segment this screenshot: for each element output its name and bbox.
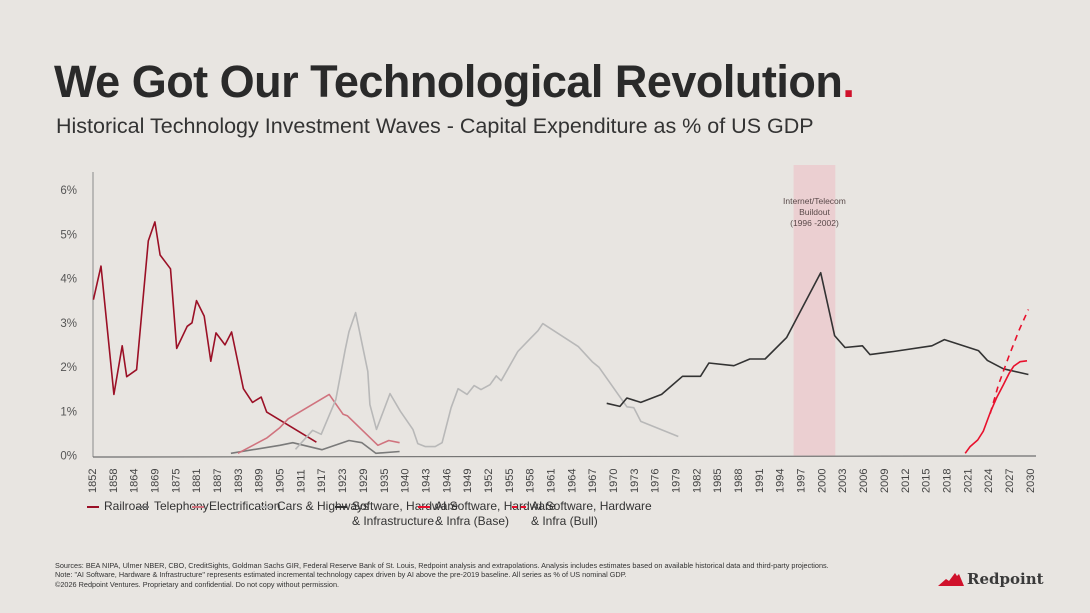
legend-label: Railroad	[104, 499, 149, 513]
x-tick-label: 1935	[379, 469, 391, 493]
y-tick-label: 5%	[60, 229, 77, 241]
legend-label: Electrification	[209, 499, 281, 513]
y-tick-label: 4%	[60, 274, 77, 286]
y-tick-label: 2%	[60, 362, 77, 374]
annotation-label: Internet/Telecom	[783, 196, 846, 206]
legend-item: Telephony	[137, 499, 209, 514]
legend-item: AI Software, Hardware & Infra (Bull)	[512, 499, 652, 529]
footer-sources: Sources: BEA NIPA, Ulmer NBER, CBO, Cred…	[55, 561, 829, 570]
legend-label: Telephony	[154, 499, 209, 513]
x-tick-label: 2021	[962, 469, 974, 493]
x-tick-label: 1943	[420, 469, 432, 493]
legend-swatch	[512, 506, 526, 508]
legend-label: AI Software, Hardware & Infra (Bull)	[531, 499, 652, 528]
page-title: We Got Our Technological Revolution.	[54, 56, 855, 108]
x-tick-label: 2027	[1004, 469, 1016, 493]
footer: Sources: BEA NIPA, Ulmer NBER, CBO, Cred…	[55, 561, 829, 589]
series-line-software-hardware-infrastructure	[606, 271, 1029, 408]
x-tick-label: 1881	[191, 469, 203, 493]
x-tick-label: 1982	[691, 469, 703, 493]
chart-legend: Railroad Telephony Electrification Cars & H…	[0, 499, 1090, 539]
legend-item: AI Software, Hardware & Infra (Base)	[418, 499, 556, 529]
x-tick-label: 1988	[733, 469, 745, 493]
legend-swatch	[418, 506, 430, 508]
x-tick-label: 1929	[358, 469, 370, 493]
x-tick-label: 1970	[608, 469, 620, 493]
x-tick-label: 1852	[87, 469, 99, 493]
x-tick-label: 2018	[941, 469, 953, 493]
x-tick-label: 1858	[108, 469, 120, 493]
legend-swatch	[335, 506, 347, 508]
redpoint-logo: Redpoint	[938, 570, 1044, 588]
y-tick-label: 6%	[60, 185, 77, 197]
x-tick-label: 1973	[629, 469, 641, 493]
legend-label: AI Software, Hardware & Infra (Base)	[435, 499, 556, 528]
x-tick-label: 1952	[483, 469, 495, 493]
x-tick-label: 1899	[254, 469, 266, 493]
x-tick-label: 1949	[462, 469, 474, 493]
x-tick-label: 1905	[275, 469, 287, 493]
mountain-icon	[938, 573, 964, 586]
x-tick-label: 2024	[983, 469, 995, 493]
series-line-cars-highways	[294, 311, 679, 450]
x-tick-label: 1940	[400, 469, 412, 493]
legend-swatch	[137, 506, 149, 508]
x-tick-label: 1985	[712, 469, 724, 493]
annotation-label: Buildout	[799, 207, 830, 217]
series-line-telephony	[230, 439, 400, 455]
x-tick-label: 1911	[295, 469, 307, 493]
logo-text: Redpoint	[967, 570, 1044, 588]
x-tick-label: 1917	[316, 469, 328, 493]
title-dot: .	[842, 56, 855, 107]
x-tick-label: 2003	[837, 469, 849, 493]
footer-note: Note: "AI Software, Hardware & Infrastru…	[55, 570, 627, 580]
x-tick-label: 1991	[754, 469, 766, 493]
x-tick-label: 1893	[233, 469, 245, 493]
legend-item: Electrification	[192, 499, 280, 514]
x-tick-label: 2030	[1025, 469, 1037, 493]
x-tick-label: 1887	[212, 469, 224, 493]
x-tick-label: 2015	[921, 469, 933, 493]
x-tick-label: 1976	[650, 469, 662, 493]
series-line-ai-software-hardware-infra-bull-	[989, 309, 1030, 414]
y-tick-label: 1%	[60, 406, 77, 418]
y-tick-label: 0%	[60, 451, 77, 463]
x-tick-label: 1955	[504, 469, 516, 493]
x-tick-label: 1875	[170, 469, 182, 493]
title-text: We Got Our Technological Revolution	[54, 56, 843, 107]
legend-swatch	[192, 506, 204, 508]
series-line-railroad	[92, 221, 317, 443]
legend-swatch	[87, 506, 99, 508]
x-axis-line	[92, 455, 1037, 458]
annotation-label: (1996 -2002)	[790, 218, 839, 228]
legend-item: Software, Hardware & Infrastructure	[335, 499, 458, 529]
x-tick-label: 2012	[900, 469, 912, 493]
legend-swatch	[260, 506, 272, 508]
legend-item: Railroad	[87, 499, 149, 514]
footer-copyright: ©2026 Redpoint Ventures. Proprietary and…	[55, 579, 340, 589]
x-tick-label: 1967	[587, 469, 599, 493]
x-tick-label: 1946	[441, 469, 453, 493]
y-tick-label: 3%	[60, 318, 77, 330]
chart-subtitle: Historical Technology Investment Waves -…	[56, 114, 814, 138]
x-tick-label: 1964	[566, 469, 578, 493]
x-tick-label: 1869	[150, 469, 162, 493]
x-tick-label: 1979	[671, 469, 683, 493]
x-tick-label: 1997	[796, 469, 808, 493]
x-tick-label: 1961	[545, 469, 557, 493]
x-tick-label: 1994	[775, 469, 787, 493]
x-tick-label: 2006	[858, 469, 870, 493]
x-tick-label: 2000	[816, 469, 828, 493]
legend-label: Software, Hardware & Infrastructure	[352, 499, 459, 528]
x-tick-label: 2009	[879, 469, 891, 493]
x-tick-label: 1864	[129, 469, 141, 493]
series-line-ai-software-hardware-infra-base-	[964, 360, 1028, 454]
series-line-electrification	[237, 393, 400, 455]
x-tick-label: 1923	[337, 469, 349, 493]
x-tick-label: 1958	[525, 469, 537, 493]
